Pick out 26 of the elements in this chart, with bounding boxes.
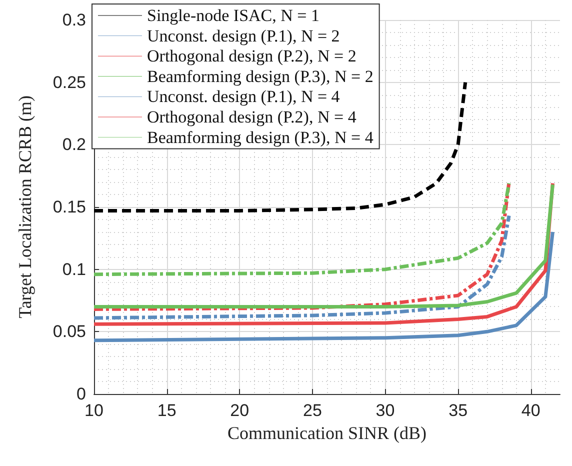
line-series <box>92 214 511 320</box>
line-series <box>92 230 554 342</box>
x-tick-label: 40 <box>521 401 540 420</box>
legend-label: Orthogonal design (P.2), N = 4 <box>147 108 357 126</box>
y-tick-label: 0.3 <box>62 10 86 30</box>
y-tick-label: 0.05 <box>52 322 86 342</box>
legend-label: Single-node ISAC, N = 1 <box>147 6 320 25</box>
legend-label: Beamforming design (P.3), N = 4 <box>147 128 374 147</box>
y-tick-label: 0.15 <box>52 198 86 216</box>
line-series <box>92 182 511 276</box>
x-tick-label: 10 <box>84 401 104 420</box>
x-tick-label: 20 <box>230 401 250 420</box>
y-tick-label: 0.2 <box>62 135 86 154</box>
x-tick-label: 35 <box>448 401 468 420</box>
y-tick-label: 0.1 <box>62 260 86 279</box>
legend-label: Unconst. design (P.1), N = 2 <box>147 26 340 46</box>
y-tick-label: 0 <box>76 384 86 404</box>
x-tick-label: 15 <box>157 401 176 420</box>
y-tick-label: 0.25 <box>52 72 86 92</box>
legend-label: Beamforming design (P.3), N = 2 <box>147 66 374 86</box>
legend-label: Orthogonal design (P.2), N = 2 <box>147 46 356 66</box>
y-axis-title: Target Localization RCRB (m) <box>15 96 35 318</box>
x-axis-title: Communication SINR (dB) <box>228 423 426 443</box>
x-tick-label: 25 <box>302 401 322 420</box>
legend-label: Unconst. design (P.1), N = 4 <box>147 87 340 106</box>
x-tick-label: 30 <box>376 401 395 420</box>
